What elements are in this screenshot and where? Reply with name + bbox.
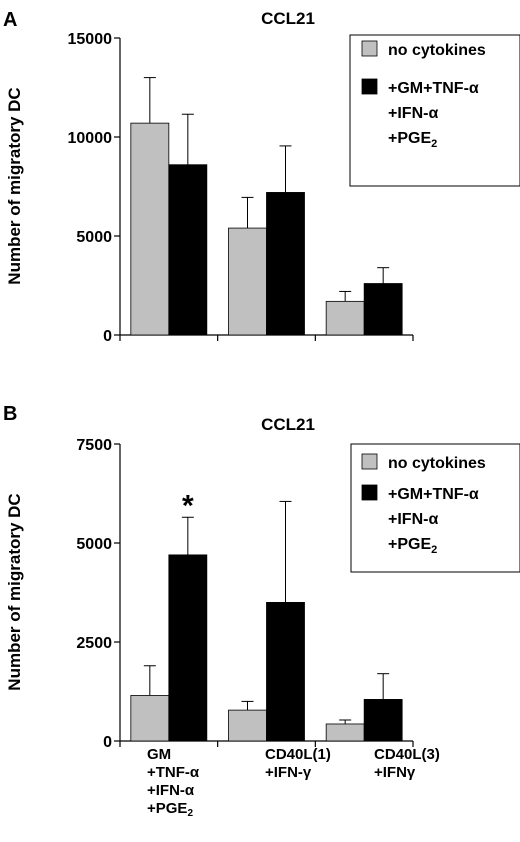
panel-letter-B: B bbox=[3, 403, 17, 425]
y-axis-label-B: Number of migratory DC bbox=[5, 493, 24, 690]
category-3-line-1: CD40L(3) bbox=[374, 746, 440, 763]
y-tick-label-B-1: 2500 bbox=[76, 635, 112, 652]
legend-label-cytokines-2-A: +IFN-α bbox=[388, 105, 438, 122]
panel-letter-A: A bbox=[3, 9, 17, 31]
y-tick-label-B-3: 7500 bbox=[76, 437, 112, 454]
legend-label-cytokines-2-B: +IFN-α bbox=[388, 511, 438, 528]
chart-title-A: CCL21 bbox=[261, 9, 315, 28]
y-tick-label-A-1: 5000 bbox=[76, 229, 112, 246]
bar-B-s1-c1 bbox=[130, 695, 170, 742]
bar-B-s2-c3 bbox=[363, 699, 403, 742]
legend-swatch-cytokines-B bbox=[361, 484, 378, 501]
y-tick-label-A-3: 15000 bbox=[68, 31, 113, 48]
legend-box-B bbox=[350, 443, 520, 573]
bar-A-s2-c1 bbox=[168, 164, 208, 336]
bar-B-s2-c1 bbox=[168, 554, 208, 742]
y-tick-label-A-0: 0 bbox=[103, 328, 112, 345]
category-label-1: GM +TNF-α +IFN-α +PGE2 bbox=[147, 746, 257, 819]
significance-star: * bbox=[182, 489, 194, 522]
category-1-line-1: GM bbox=[147, 746, 172, 763]
bar-B-s1-c2 bbox=[228, 709, 267, 742]
bar-A-s1-c2 bbox=[228, 227, 267, 336]
category-2-line-2: +IFN-γ bbox=[265, 764, 312, 781]
legend-box-A bbox=[349, 34, 520, 187]
legend-label-no-cytokines-B: no cytokines bbox=[388, 455, 486, 472]
bar-B-s1-c3 bbox=[325, 723, 365, 742]
y-axis-label-A: Number of migratory DC bbox=[5, 87, 24, 284]
chart-title-B: CCL21 bbox=[261, 415, 315, 434]
legend-label-cytokines-3-A: +PGE2 bbox=[388, 130, 437, 150]
bar-A-s2-c3 bbox=[363, 283, 403, 336]
bar-A-s2-c2 bbox=[266, 192, 305, 336]
legend-label-no-cytokines-A: no cytokines bbox=[388, 42, 486, 59]
category-1-line-4: +PGE2 bbox=[147, 800, 193, 819]
category-label-3: CD40L(3) +IFNγ bbox=[374, 746, 484, 782]
bar-A-s1-c3 bbox=[325, 300, 365, 336]
y-tick-label-B-2: 5000 bbox=[76, 536, 112, 553]
y-tick-label-A-2: 10000 bbox=[68, 130, 113, 147]
category-2-line-1: CD40L(1) bbox=[265, 746, 331, 763]
category-1-line-2: +TNF-α bbox=[147, 764, 200, 781]
bar-B-s2-c2 bbox=[266, 602, 305, 742]
legend-label-cytokines-1-B: +GM+TNF-α bbox=[388, 486, 479, 503]
category-3-line-2: +IFNγ bbox=[374, 764, 416, 781]
legend-swatch-no-cytokines-B bbox=[361, 453, 378, 470]
category-1-line-3: +IFN-α bbox=[147, 782, 195, 799]
legend-swatch-cytokines-A bbox=[361, 78, 378, 95]
y-tick-label-B-0: 0 bbox=[103, 734, 112, 751]
legend-swatch-no-cytokines-A bbox=[361, 40, 378, 57]
bar-A-s1-c1 bbox=[130, 122, 170, 336]
legend-label-cytokines-1-A: +GM+TNF-α bbox=[388, 80, 479, 97]
category-label-2: CD40L(1) +IFN-γ bbox=[265, 746, 375, 782]
legend-label-cytokines-3-B: +PGE2 bbox=[388, 536, 437, 556]
